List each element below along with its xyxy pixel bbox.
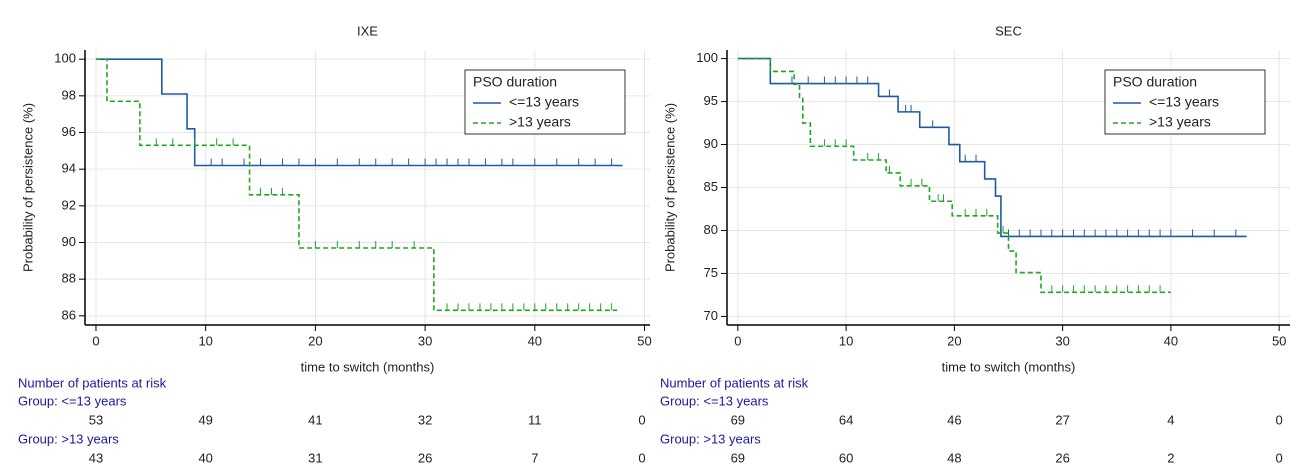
- y-tick-label: 100: [54, 51, 76, 66]
- x-tick-label: 20: [308, 333, 322, 348]
- risk-count: 4: [1167, 412, 1174, 427]
- y-tick-label: 86: [62, 307, 76, 322]
- chart-title: IXE: [357, 23, 378, 38]
- risk-table-title: Number of patients at risk: [18, 375, 167, 390]
- risk-count: 0: [1276, 412, 1283, 427]
- x-tick-label: 10: [839, 333, 853, 348]
- risk-count: 69: [731, 450, 745, 465]
- y-tick-label: 95: [704, 93, 718, 108]
- risk-count: 60: [839, 450, 853, 465]
- risk-count: 69: [731, 412, 745, 427]
- x-tick-label: 30: [1055, 333, 1069, 348]
- risk-group-label: Group: <=13 years: [660, 393, 769, 408]
- risk-group-label: Group: <=13 years: [18, 393, 127, 408]
- y-tick-label: 90: [62, 234, 76, 249]
- risk-group-label: Group: >13 years: [18, 431, 119, 446]
- risk-count: 26: [418, 450, 432, 465]
- risk-count: 0: [638, 412, 645, 427]
- risk-count: 0: [1276, 450, 1283, 465]
- survival-line: [737, 57, 1171, 294]
- risk-count: 46: [947, 412, 961, 427]
- survival-line: [737, 57, 1247, 238]
- x-tick-label: 50: [637, 333, 651, 348]
- risk-count: 49: [198, 412, 212, 427]
- y-tick-label: 88: [62, 271, 76, 286]
- risk-count: 27: [1055, 412, 1069, 427]
- x-tick-label: 50: [1272, 333, 1286, 348]
- legend-title: PSO duration: [1113, 74, 1197, 90]
- y-tick-label: 100: [696, 50, 718, 65]
- y-tick-label: 94: [62, 161, 76, 176]
- risk-count: 40: [198, 450, 212, 465]
- survival-line: [95, 58, 623, 167]
- legend-label: <=13 years: [1149, 94, 1219, 110]
- risk-count: 43: [89, 450, 103, 465]
- y-tick-label: 98: [62, 87, 76, 102]
- risk-count: 53: [89, 412, 103, 427]
- x-tick-label: 30: [418, 333, 432, 348]
- x-axis-label: time to switch (months): [942, 359, 1076, 374]
- chart-title: SEC: [995, 23, 1022, 38]
- x-tick-label: 40: [528, 333, 542, 348]
- risk-count: 48: [947, 450, 961, 465]
- risk-count: 41: [308, 412, 322, 427]
- x-tick-label: 0: [92, 333, 99, 348]
- y-tick-label: 96: [62, 124, 76, 139]
- x-tick-label: 20: [947, 333, 961, 348]
- y-tick-label: 70: [704, 308, 718, 323]
- y-tick-label: 85: [704, 179, 718, 194]
- risk-count: 7: [531, 450, 538, 465]
- x-tick-label: 0: [734, 333, 741, 348]
- risk-count: 31: [308, 450, 322, 465]
- x-tick-label: 40: [1164, 333, 1178, 348]
- risk-count: 32: [418, 412, 432, 427]
- legend-label: >13 years: [1149, 114, 1211, 130]
- x-tick-label: 10: [198, 333, 212, 348]
- legend-title: PSO duration: [473, 74, 557, 90]
- legend-label: <=13 years: [509, 94, 579, 110]
- y-axis-label: Probability of persistence (%): [662, 103, 677, 272]
- risk-count: 26: [1055, 450, 1069, 465]
- risk-group-label: Group: >13 years: [660, 431, 761, 446]
- x-axis-label: time to switch (months): [301, 359, 435, 374]
- risk-count: 11: [528, 412, 542, 427]
- y-tick-label: 75: [704, 265, 718, 280]
- risk-table-title: Number of patients at risk: [660, 375, 809, 390]
- y-tick-label: 90: [704, 136, 718, 151]
- legend-label: >13 years: [509, 114, 571, 130]
- risk-count: 0: [638, 450, 645, 465]
- y-tick-label: 80: [704, 222, 718, 237]
- y-axis-label: Probability of persistence (%): [20, 103, 35, 272]
- risk-count: 2: [1167, 450, 1174, 465]
- y-tick-label: 92: [62, 197, 76, 212]
- survival-line: [95, 58, 618, 312]
- risk-count: 64: [839, 412, 853, 427]
